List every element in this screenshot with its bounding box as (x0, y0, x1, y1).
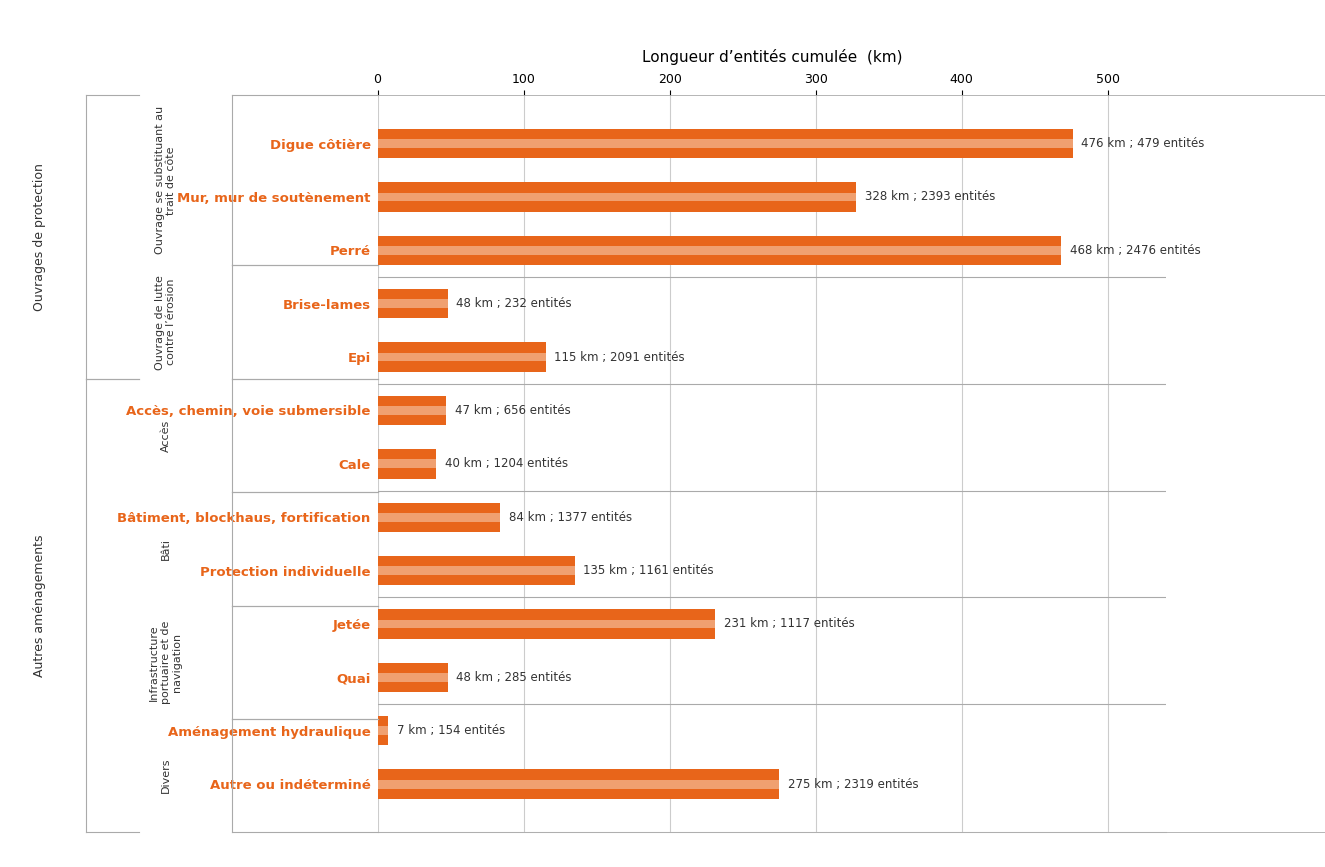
Text: 40 km ; 1204 entités: 40 km ; 1204 entités (445, 458, 568, 470)
Text: Accès: Accès (160, 420, 171, 452)
Text: 476 km ; 479 entités: 476 km ; 479 entités (1081, 137, 1204, 150)
Bar (378, 610, 716, 639)
Text: Divers: Divers (160, 758, 171, 793)
Bar (378, 503, 501, 532)
Bar (378, 353, 546, 362)
Bar (378, 192, 856, 201)
Text: Ouvrage de lutte
contre l’érosion: Ouvrage de lutte contre l’érosion (155, 275, 176, 369)
Text: Infrastructure
portuaire et de
navigation: Infrastructure portuaire et de navigatio… (148, 621, 183, 704)
Text: 48 km ; 285 entités: 48 km ; 285 entités (456, 671, 572, 684)
Text: Autres aménagements: Autres aménagements (33, 534, 46, 677)
Bar (378, 236, 1061, 265)
Bar (378, 395, 447, 425)
Bar (378, 662, 448, 692)
Text: Bâti: Bâti (160, 538, 171, 560)
Bar (378, 566, 575, 575)
Text: Ouvrages de protection: Ouvrages de protection (33, 163, 46, 311)
Text: 275 km ; 2319 entités: 275 km ; 2319 entités (788, 778, 918, 791)
Bar (378, 716, 388, 746)
Bar (378, 779, 779, 789)
Bar (378, 342, 546, 372)
Text: 48 km ; 232 entités: 48 km ; 232 entités (456, 297, 572, 310)
Text: 84 km ; 1377 entités: 84 km ; 1377 entités (509, 511, 632, 524)
Text: Ouvrage se substituant au
trait de côte: Ouvrage se substituant au trait de côte (155, 107, 176, 255)
Bar (378, 299, 448, 308)
Text: 47 km ; 656 entités: 47 km ; 656 entités (454, 404, 571, 417)
Text: 328 km ; 2393 entités: 328 km ; 2393 entités (865, 191, 995, 204)
Bar (378, 129, 1072, 159)
Text: 231 km ; 1117 entités: 231 km ; 1117 entités (723, 617, 855, 630)
Text: 7 km ; 154 entités: 7 km ; 154 entités (396, 724, 505, 737)
Bar (378, 512, 501, 522)
Text: 115 km ; 2091 entités: 115 km ; 2091 entités (554, 350, 685, 363)
Bar (378, 620, 716, 629)
Text: 468 km ; 2476 entités: 468 km ; 2476 entités (1069, 244, 1200, 257)
Bar (378, 182, 856, 212)
Bar (378, 289, 448, 318)
Bar (378, 769, 779, 799)
Bar (378, 673, 448, 681)
Bar (378, 139, 1072, 148)
Bar (378, 727, 388, 735)
X-axis label: Longueur d’entités cumulée  (km): Longueur d’entités cumulée (km) (641, 49, 902, 64)
Bar (378, 449, 436, 479)
Bar (378, 460, 436, 468)
Bar (378, 406, 447, 415)
Text: 135 km ; 1161 entités: 135 km ; 1161 entités (583, 564, 714, 577)
Bar (378, 556, 575, 585)
Bar (378, 246, 1061, 255)
